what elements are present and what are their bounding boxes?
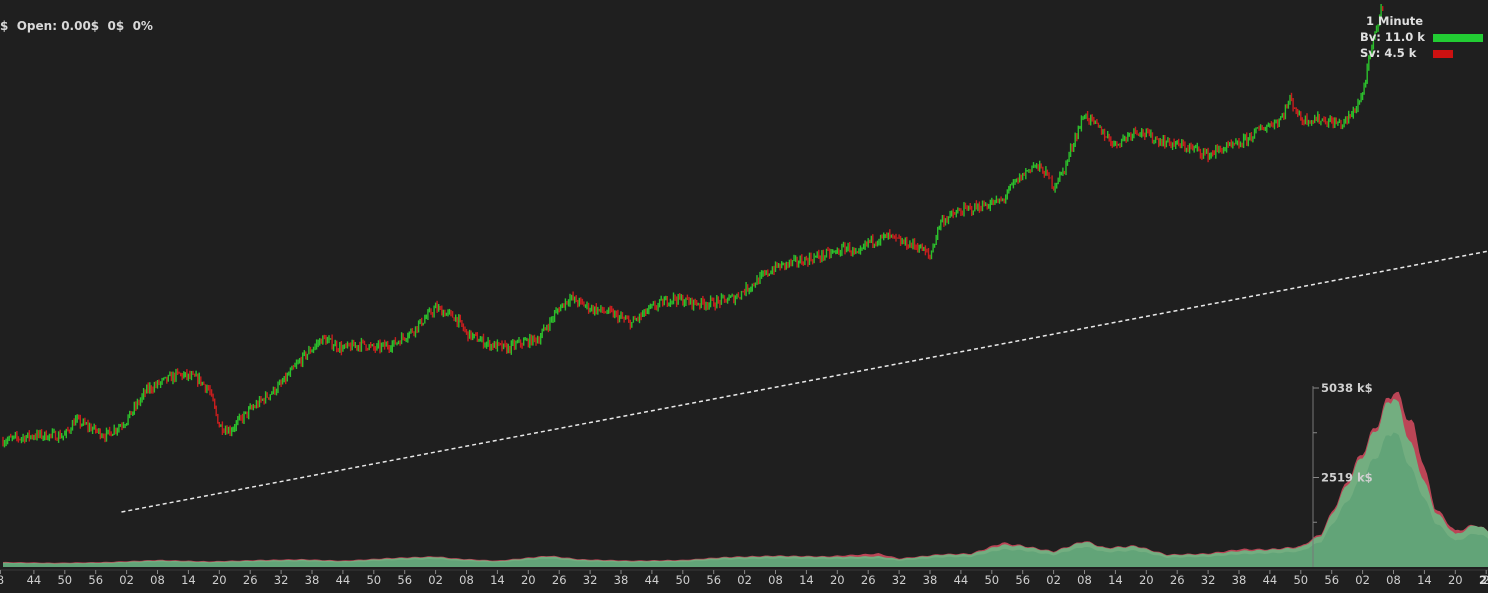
time-tick-label: 02 [1355, 573, 1370, 587]
time-tick-label: 08 [150, 573, 165, 587]
time-tick-label: 20 [1139, 573, 1154, 587]
time-tick-label: 44 [645, 573, 660, 587]
time-tick-label: 44 [336, 573, 351, 587]
volume-sell-area [3, 391, 1488, 567]
volume-buy-inner [3, 432, 1488, 567]
time-tick-label: 38 [614, 573, 629, 587]
time-tick-label: 26 [1170, 573, 1185, 587]
candle-layer [2, 4, 1384, 448]
change-percent: 0% [132, 19, 153, 33]
volume-legend: 1 Minute Bv: 11.0 k Sv: 4.5 k [1360, 14, 1483, 62]
time-tick-label: 38 [1232, 573, 1247, 587]
time-tick-label: 32 [274, 573, 289, 587]
time-tick-label: 14 [490, 573, 505, 587]
time-tick-label: 32 [1201, 573, 1216, 587]
open-value: 0.00$ [61, 19, 100, 33]
time-tick-label: 08 [459, 573, 474, 587]
time-tick-label: 20 [212, 573, 227, 587]
time-tick-label: 56 [397, 573, 412, 587]
change-value: 0$ [107, 19, 125, 33]
timeframe-label: 1 Minute [1366, 14, 1424, 28]
time-tick-label: 14 [1417, 573, 1432, 587]
time-tick-label: 8 [0, 573, 4, 587]
ohlc-header: $ Open: 0.00$ 0$ 0% [0, 19, 153, 33]
sell-volume-swatch [1433, 50, 1453, 58]
time-tick-label: 38 [923, 573, 938, 587]
time-tick-label: 50 [675, 573, 690, 587]
volume-axis-label: 2519 k$ [1321, 471, 1373, 485]
volume-layer [3, 391, 1488, 567]
time-tick-label: 20 [1448, 573, 1463, 587]
overlay-layer [121, 250, 1488, 513]
time-tick-label: 20 [830, 573, 845, 587]
time-tick-label: 32 [583, 573, 598, 587]
time-tick-label: 08 [768, 573, 783, 587]
open-label: Open: [16, 19, 57, 33]
time-tick-label: 56 [1015, 573, 1030, 587]
time-tick-label: 50 [984, 573, 999, 587]
time-tick-label: 14 [181, 573, 196, 587]
buy-volume-label: Bv: 11.0 k [1360, 30, 1425, 44]
time-tick-label: 02 [737, 573, 752, 587]
time-tick-label: 26 [552, 573, 567, 587]
time-tick-label: 02 [1046, 573, 1061, 587]
time-tick-label: 50 [57, 573, 72, 587]
axis-layer: 8 44 50 56 02 08 14 20 26 32 38 44 50 56 02 08 14 20 26 32 3… [0, 381, 1488, 589]
time-tick-label: 26 [243, 573, 258, 587]
time-tick-label: 02 [428, 573, 443, 587]
time-axis-bg [0, 570, 1488, 589]
header-prefix: $ [0, 19, 9, 33]
trendline [121, 250, 1488, 513]
buy-volume-swatch [1433, 34, 1483, 42]
time-tick-label: 50 [1293, 573, 1308, 587]
time-tick-label: 2 [1483, 573, 1488, 587]
time-tick-label: 14 [799, 573, 814, 587]
time-tick-label: 14 [1108, 573, 1123, 587]
sell-volume-label: Sv: 4.5 k [1360, 46, 1417, 60]
time-tick-label: 44 [954, 573, 969, 587]
time-tick-label: 56 [1324, 573, 1339, 587]
cursor-time-label: 26.12 12:30:33 [1479, 573, 1488, 587]
time-tick-label: 20 [521, 573, 536, 587]
time-tick-label: 56 [706, 573, 721, 587]
time-tick-label: 44 [1263, 573, 1278, 587]
time-tick-label: 08 [1386, 573, 1401, 587]
volume-axis-label: 5038 k$ [1321, 381, 1373, 395]
time-tick-label: 08 [1077, 573, 1092, 587]
time-tick-label: 56 [88, 573, 103, 587]
time-tick-label: 38 [305, 573, 320, 587]
time-tick-label: 02 [119, 573, 134, 587]
time-tick-label: 50 [366, 573, 381, 587]
time-tick-label: 26 [861, 573, 876, 587]
time-tick-label: 44 [27, 573, 42, 587]
time-tick-label: 32 [892, 573, 907, 587]
volume-buy-area [3, 398, 1488, 567]
